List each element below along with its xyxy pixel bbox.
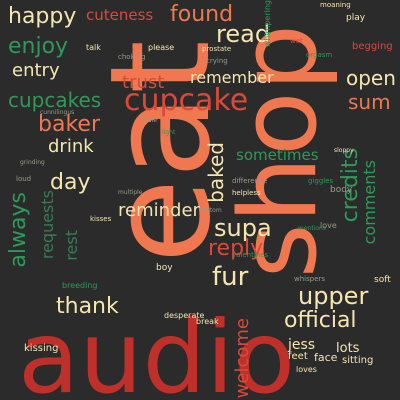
word-reply: reply (208, 236, 264, 261)
word-mentions: mentions (298, 225, 326, 232)
word-comments: comments (360, 160, 379, 245)
word-drink: drink (48, 136, 94, 157)
word-moaning: moaning (320, 1, 351, 9)
word-crying: crying (206, 57, 228, 65)
word-kissing: kissing (24, 343, 59, 354)
word-loves: loves (296, 365, 317, 374)
word-cuteness: cuteness (86, 6, 154, 24)
word-feet: feet (288, 351, 308, 362)
word-rest: rest (62, 230, 81, 261)
word-wet: wet (290, 37, 303, 45)
word-breeding: breeding (62, 281, 98, 290)
word-love: love (320, 221, 337, 230)
word-audio: audio (18, 299, 296, 400)
word-boy: boy (156, 263, 173, 273)
word-bottom: bottom (200, 207, 222, 214)
word-sometimes: sometimes (236, 146, 319, 164)
word-open: open (346, 66, 396, 90)
word-break: break (196, 317, 219, 326)
word-cunnilingus: cunnilingus (40, 109, 75, 116)
word-face: face (314, 351, 338, 364)
word-baker: baker (38, 112, 100, 137)
word-choking: choking (118, 53, 146, 61)
word-giggles: giggles (308, 177, 334, 185)
word-light: light (162, 129, 176, 136)
word-please: please (148, 43, 175, 52)
word-jess: jess (288, 337, 316, 353)
word-thank: thank (56, 294, 119, 319)
word-day: day (50, 170, 91, 195)
word-fur: fur (212, 262, 249, 292)
word-reminder: reminder (118, 200, 200, 221)
word-found: found (170, 2, 234, 27)
word-enjoy: enjoy (8, 34, 69, 59)
word-baked: baked (204, 142, 228, 203)
word-begging: begging (352, 41, 393, 52)
word-play: play (346, 13, 366, 23)
word-grinding: grinding (20, 159, 45, 166)
word-remember: remember (190, 68, 274, 87)
word-happy: happy (8, 4, 77, 29)
word-difference: difference (232, 177, 268, 185)
word-male: male (142, 117, 157, 124)
word-multiple: multiple (118, 189, 143, 196)
word-entry: entry (12, 60, 60, 81)
word-whispers: whispers (294, 275, 326, 283)
word-welcome: welcome (232, 318, 253, 399)
word-upper: upper (298, 282, 369, 310)
word-lots: lots (336, 341, 360, 356)
word-valentines: valentines (232, 251, 269, 259)
word-kisses: kisses (90, 215, 112, 223)
word-soft: soft (374, 275, 391, 285)
word-supa: supa (214, 214, 272, 242)
word-helpless: helpless (232, 189, 261, 197)
word-desperate: desperate (164, 311, 205, 320)
word-sloppy: sloppy (334, 147, 354, 154)
word-always: always (6, 192, 31, 268)
word-cupcake: cupcake (124, 83, 249, 118)
word-prostate: prostate (202, 45, 232, 53)
word-sum: sum (348, 90, 391, 114)
word-orgasm: orgasm (306, 51, 333, 59)
word-trust: trust (122, 72, 165, 93)
word-official: official (284, 308, 357, 333)
word-talk: talk (86, 43, 101, 52)
word-requests: requests (38, 190, 57, 260)
word-cupcakes: cupcakes (8, 88, 102, 112)
word-body: body (330, 185, 353, 195)
word-whimpering: whimpering (263, 0, 272, 48)
word-read: read (216, 20, 271, 48)
word-sitting: sitting (342, 355, 374, 366)
word-loud: loud (16, 175, 32, 183)
